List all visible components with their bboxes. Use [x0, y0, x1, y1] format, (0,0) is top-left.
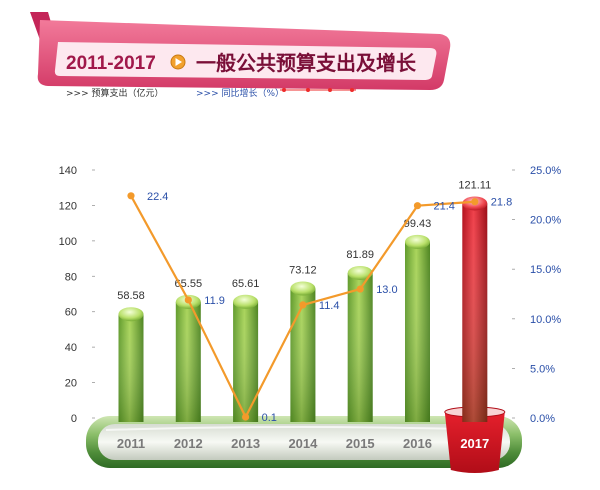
bar-value-label: 58.58	[117, 290, 145, 302]
bar-cap	[118, 307, 144, 322]
bar-series	[118, 196, 488, 422]
bar-cap	[233, 294, 259, 309]
growth-line-series	[127, 192, 479, 421]
tube-inner	[98, 424, 510, 460]
growth-point	[184, 296, 192, 304]
legend-line-swatch	[280, 88, 356, 92]
growth-value-label: 13.0	[376, 284, 397, 296]
growth-value-label: 0.1	[262, 412, 277, 424]
bar-value-label: 121.11	[458, 179, 491, 191]
banner-title: 一般公共预算支出及增长	[196, 51, 417, 75]
left-axis: 0 20 40 60 80 100 120 140	[59, 165, 95, 425]
bar-shade	[462, 203, 488, 422]
category-label-2013: 2013	[231, 436, 260, 451]
growth-point	[356, 285, 364, 293]
legend: >>> 预算支出（亿元） >>> 同比增长（%）	[66, 87, 356, 99]
bar-2014	[290, 281, 316, 422]
bar-2017	[462, 196, 488, 422]
right-axis-tick-label: 25.0%	[530, 165, 561, 177]
title-banner: 2011-2017 一般公共预算支出及增长	[30, 12, 451, 90]
banner-year-range: 2011-2017	[66, 53, 156, 74]
left-axis-tick-label: 80	[65, 271, 77, 283]
bar-shade	[175, 301, 201, 422]
category-label-2014: 2014	[288, 436, 318, 451]
left-axis-tick-label: 100	[59, 236, 77, 248]
bar-shade	[405, 241, 430, 422]
bar-2012	[175, 294, 201, 422]
banner-plate	[54, 42, 437, 80]
category-labels: 2011 2012 2013 2014 2015 2016 2017	[117, 436, 489, 451]
category-label-2016: 2016	[403, 436, 432, 451]
bar-2016	[405, 234, 430, 422]
bar-2015	[347, 265, 373, 422]
bar-2013	[233, 294, 259, 422]
category-label-2011: 2011	[117, 436, 145, 451]
play-circle-icon	[170, 54, 186, 70]
right-axis-tick-label: 20.0%	[530, 215, 561, 227]
growth-point	[242, 413, 250, 421]
bar-cap	[405, 234, 430, 249]
bar-value-label: 73.12	[289, 264, 317, 276]
category-tube	[86, 416, 522, 468]
bar-cap	[347, 265, 373, 280]
category-label-2015: 2015	[346, 436, 375, 451]
highlight-cup-body	[444, 412, 505, 473]
growth-value-label: 21.8	[491, 197, 512, 209]
growth-point	[127, 192, 135, 200]
growth-point	[413, 202, 422, 210]
bar-shade	[233, 301, 259, 422]
left-axis-tick-label: 140	[59, 165, 77, 177]
right-axis: 0.0% 5.0% 10.0% 15.0% 20.0% 25.0%	[512, 165, 561, 425]
growth-point	[471, 198, 479, 206]
bar-2011	[118, 307, 144, 422]
right-axis-tick-label: 5.0%	[530, 363, 555, 375]
left-axis-tick-label: 120	[59, 200, 77, 212]
left-axis-tick-label: 0	[71, 413, 77, 425]
growth-value-label: 11.9	[204, 295, 225, 307]
bar-value-label: 65.61	[232, 278, 260, 290]
left-axis-tick-label: 20	[65, 378, 77, 390]
bar-value-label: 81.89	[346, 249, 374, 261]
left-axis-tick-label: 40	[65, 342, 77, 354]
right-axis-tick-label: 0.0%	[530, 413, 555, 425]
bar-shade	[347, 272, 373, 422]
category-label-2012: 2012	[174, 436, 203, 451]
growth-point	[299, 301, 307, 309]
bar-value-label: 99.43	[404, 218, 432, 230]
bar-shade	[290, 288, 316, 422]
right-axis-tick-label: 15.0%	[530, 264, 561, 276]
category-label-2017: 2017	[460, 436, 489, 451]
bar-shade	[118, 314, 144, 422]
right-axis-tick-label: 10.0%	[530, 314, 561, 326]
growth-value-label: 11.4	[319, 300, 340, 312]
legend-bar-label: >>> 预算支出（亿元）	[66, 87, 163, 99]
legend-line-label: >>> 同比增长（%）	[196, 87, 284, 99]
growth-value-labels: 22.4 11.9 0.1 11.4 13.0 21.4 21.8	[147, 191, 512, 424]
growth-value-label: 21.4	[434, 201, 455, 213]
bar-cap	[290, 281, 316, 296]
growth-value-label: 22.4	[147, 191, 168, 203]
left-axis-tick-label: 60	[65, 307, 77, 319]
